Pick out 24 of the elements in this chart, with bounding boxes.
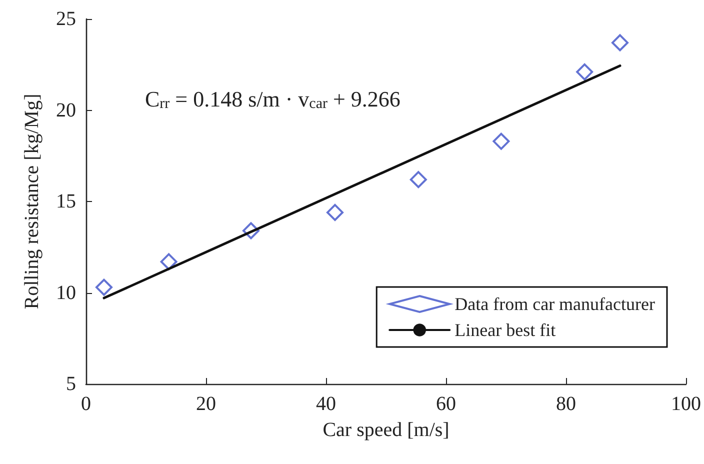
point (160, 253, 178, 270)
point (576, 63, 594, 80)
legend-label: Data from car manufacturer (454, 294, 656, 314)
point (96, 278, 112, 296)
x-tick-label: 60 (436, 393, 456, 415)
x-tick-label: 80 (556, 393, 576, 415)
y-axis-title: Rolling resistance [kg/Mg] (21, 94, 43, 310)
y-tick-label: 15 (56, 190, 76, 212)
y-tick-label: 20 (56, 99, 76, 122)
x-tick-label: 100 (671, 393, 701, 415)
y-tick-label: 5 (66, 373, 76, 395)
point (242, 222, 260, 240)
x-tick-label: 0 (81, 393, 91, 415)
point (410, 171, 427, 188)
point (612, 34, 628, 52)
point (326, 204, 344, 221)
point (492, 132, 510, 150)
x-tick-label: 40 (316, 393, 336, 415)
x-axis-title: Car speed [m/s] (322, 419, 450, 441)
annotation: Crr = 0.148 s/m · vcar + 9.266 (145, 86, 400, 112)
y-tick-label: 25 (56, 8, 76, 30)
x-tick-label: 20 (196, 393, 216, 415)
legend-label: Linear best fit (454, 320, 556, 340)
y-tick-label: 10 (56, 282, 76, 304)
